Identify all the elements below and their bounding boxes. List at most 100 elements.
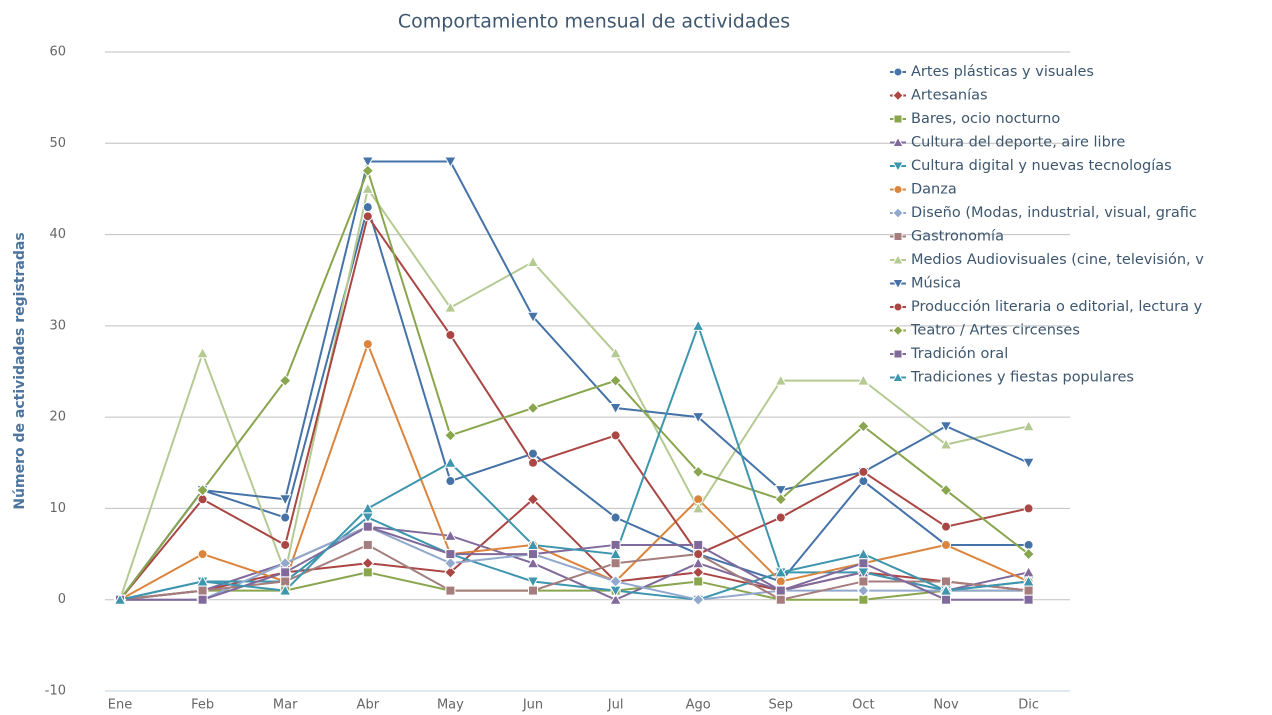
x-tick-label: Ene: [108, 698, 132, 713]
legend-marker: [892, 136, 904, 147]
legend-label: Teatro / Artes circenses: [910, 323, 1080, 339]
marker: [858, 576, 869, 587]
legend-marker: [892, 89, 904, 102]
marker: [528, 549, 538, 560]
marker: [1022, 419, 1035, 432]
marker: [691, 501, 705, 514]
marker: [857, 374, 870, 386]
marker: [941, 521, 951, 532]
marker: [280, 567, 291, 578]
marker: [693, 549, 704, 560]
marker: [361, 164, 375, 177]
legend-marker: [893, 349, 903, 359]
legend-label: Cultura digital y nuevas tecnologías: [911, 158, 1172, 174]
y-tick-label: 50: [49, 136, 66, 151]
series-line: [119, 516, 1029, 601]
legend-marker: [892, 371, 904, 382]
marker: [362, 211, 373, 222]
y-tick-label: 30: [49, 318, 66, 333]
marker: [857, 584, 870, 597]
marker: [445, 329, 456, 340]
marker: [610, 430, 621, 441]
x-tick-label: Nov: [933, 698, 959, 713]
y-tick-label: -10: [45, 684, 66, 699]
legend-label: Cultura del deporte, aire libre: [911, 135, 1125, 151]
marker: [278, 584, 292, 596]
marker: [609, 403, 622, 415]
marker: [526, 255, 540, 267]
marker: [775, 594, 786, 605]
marker: [278, 374, 292, 387]
series-line: [119, 341, 1030, 601]
marker: [444, 156, 457, 169]
marker: [941, 594, 951, 605]
marker: [941, 539, 951, 550]
marker: [526, 311, 540, 324]
x-tick-label: Jul: [607, 698, 624, 713]
legend-marker: [892, 279, 904, 290]
x-tick-label: May: [437, 698, 464, 713]
marker: [526, 493, 540, 506]
marker: [857, 420, 870, 433]
legend-marker: [893, 114, 903, 124]
marker: [444, 556, 457, 570]
marker: [196, 574, 209, 587]
x-tick-label: Ago: [686, 698, 711, 713]
marker: [774, 493, 788, 506]
x-tick-label: Dic: [1018, 698, 1039, 713]
marker: [197, 549, 208, 560]
legend-label: Diseño (Modas, industrial, visual, grafi…: [911, 205, 1197, 221]
marker: [113, 593, 127, 605]
series-line: [119, 167, 1030, 601]
marker: [361, 182, 375, 194]
marker: [361, 156, 375, 169]
marker: [691, 319, 705, 331]
marker: [858, 558, 869, 569]
legend-label: Danza: [911, 182, 957, 198]
marker: [609, 547, 622, 560]
marker: [362, 567, 373, 578]
legend-label: Bares, ocio nocturno: [911, 111, 1060, 127]
marker: [526, 538, 540, 550]
marker: [528, 457, 538, 468]
marker: [445, 585, 456, 596]
marker: [609, 593, 622, 605]
marker: [939, 584, 953, 596]
marker: [197, 594, 208, 605]
marker: [526, 576, 540, 588]
marker: [526, 401, 540, 415]
series-line: [119, 186, 1029, 601]
marker: [1023, 594, 1034, 605]
legend-label: Artes plásticas y visuales: [911, 64, 1094, 80]
marker: [197, 585, 208, 596]
series-line: [119, 213, 1029, 601]
legend-marker: [892, 253, 904, 265]
marker: [609, 374, 622, 387]
marker: [444, 456, 457, 468]
marker: [691, 566, 705, 579]
series: [113, 156, 1035, 607]
marker: [280, 539, 291, 550]
marker: [1022, 574, 1035, 587]
marker: [774, 565, 788, 578]
x-tick-label: Oct: [852, 698, 874, 713]
marker: [858, 466, 869, 477]
marker: [361, 556, 375, 570]
series-line: [120, 525, 1029, 601]
marker: [280, 512, 291, 523]
marker: [691, 593, 705, 606]
marker: [526, 556, 540, 569]
grid: -10 0 10 20 30 40 50 60 Ene Feb Mar Abr May Jun Jul Ago…: [45, 45, 1070, 713]
legend-marker: [892, 324, 904, 337]
marker: [857, 547, 870, 560]
marker: [444, 301, 457, 313]
series-line: [119, 571, 1029, 601]
y-tick-label: 20: [49, 410, 66, 425]
x-tick-label: Mar: [273, 698, 298, 713]
marker: [528, 585, 538, 596]
x-tick-label: Sep: [769, 698, 794, 713]
series-line: [119, 203, 1029, 601]
marker: [609, 346, 622, 359]
series-line: [119, 160, 1030, 601]
legend: Artes plásticas y visuales Artesanías Bare…: [890, 64, 1204, 386]
